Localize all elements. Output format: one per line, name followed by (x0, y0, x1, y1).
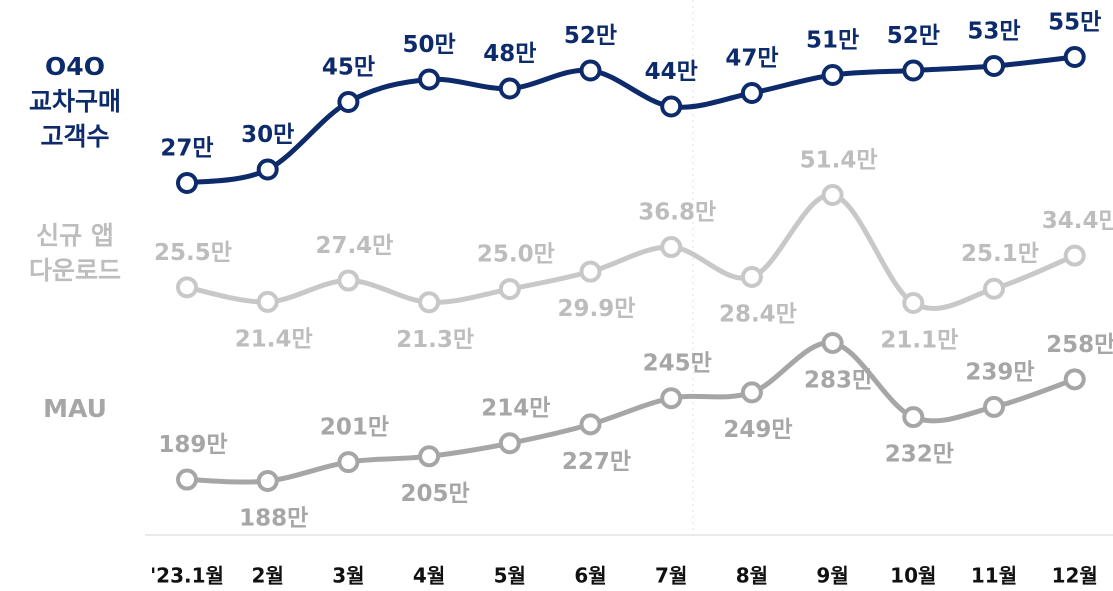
data-label: 51.4만 (800, 148, 878, 174)
data-label: 214만 (481, 396, 550, 422)
data-label: 205만 (401, 481, 470, 507)
data-label: 29.9만 (558, 296, 636, 322)
point (660, 236, 683, 259)
point (418, 68, 441, 91)
point (1063, 46, 1086, 68)
x-tick-label: 5월 (494, 564, 526, 588)
data-label: 47만 (725, 46, 778, 72)
data-label: 283만 (804, 368, 873, 394)
data-label: 52만 (887, 23, 940, 49)
point (1063, 368, 1086, 391)
x-tick-label: '23.1월 (150, 564, 224, 588)
data-label: 28.4만 (719, 301, 797, 327)
series-name-line: MAU (43, 394, 107, 423)
point (256, 470, 279, 492)
point (176, 276, 198, 299)
point (418, 445, 441, 468)
point (337, 451, 360, 474)
data-label: 232만 (885, 442, 954, 468)
point (902, 406, 925, 429)
data-label: 27.4만 (315, 233, 393, 259)
point (983, 277, 1005, 300)
data-label: 21.3만 (396, 327, 474, 353)
data-label: 25.5만 (154, 240, 232, 266)
data-label: 48만 (483, 41, 536, 67)
data-label: 51만 (806, 28, 859, 54)
x-tick-label: 9월 (816, 564, 848, 588)
point (660, 387, 683, 410)
data-label: 30만 (241, 122, 294, 148)
point (1063, 244, 1086, 267)
point (902, 59, 925, 82)
point (821, 184, 844, 206)
point (902, 292, 925, 314)
point (983, 55, 1005, 77)
point (256, 158, 279, 181)
data-label: 36.8만 (638, 200, 716, 226)
series-line (186, 54, 1075, 186)
x-tick-label: 6월 (574, 564, 606, 588)
point (821, 332, 844, 354)
point (660, 95, 683, 118)
x-tick-label: 12월 (1052, 564, 1098, 588)
data-label: 34.4만 (1042, 208, 1113, 234)
data-label: 201만 (320, 415, 389, 441)
point (498, 77, 521, 100)
x-tick-label: 10월 (890, 564, 936, 588)
data-label: 227만 (562, 449, 631, 475)
data-label: 55만 (1048, 10, 1101, 36)
point (579, 413, 602, 436)
point (579, 260, 602, 283)
point (498, 278, 521, 301)
data-label: 44만 (645, 59, 698, 85)
x-tick-label: 8월 (736, 564, 768, 588)
data-label: 25.0만 (477, 242, 555, 268)
data-label: 249만 (723, 417, 792, 443)
series-name-line: 교차구매 (29, 87, 121, 116)
point (176, 172, 198, 194)
x-tick-label: 4월 (413, 564, 445, 588)
point (983, 395, 1005, 418)
point (256, 290, 279, 313)
data-label: 188만 (239, 506, 308, 532)
data-label: 21.4만 (235, 326, 313, 352)
data-label: 52만 (564, 23, 617, 49)
point (740, 82, 763, 104)
data-label: 53만 (967, 19, 1020, 45)
series-name-line: 다운로드 (29, 256, 121, 285)
x-tick-label: 2월 (252, 564, 284, 588)
series-name-line: 고객수 (40, 122, 109, 151)
point (498, 432, 521, 455)
point (176, 468, 198, 491)
data-label: 189만 (158, 432, 227, 458)
x-tick-label: 3월 (332, 564, 364, 588)
data-label: 21.1만 (880, 328, 958, 354)
data-label: 45만 (322, 55, 375, 81)
series-name: MAU (43, 394, 107, 423)
series-name-line: 신규 앱 (36, 221, 114, 250)
point (821, 64, 844, 86)
point (418, 291, 441, 314)
data-label: 27만 (160, 136, 213, 162)
data-label: 239만 (965, 359, 1034, 385)
data-label: 245만 (643, 351, 712, 377)
data-label: 50만 (403, 32, 456, 58)
point (740, 381, 763, 404)
x-tick-label: 11월 (971, 564, 1017, 588)
data-label: 25.1만 (961, 241, 1039, 267)
x-tick-label: 7월 (655, 564, 687, 588)
point (337, 269, 360, 292)
point (579, 59, 602, 82)
series-name-line: O4O (45, 52, 105, 81)
data-label: 258만 (1046, 332, 1113, 358)
point (740, 265, 763, 288)
point (337, 91, 360, 113)
